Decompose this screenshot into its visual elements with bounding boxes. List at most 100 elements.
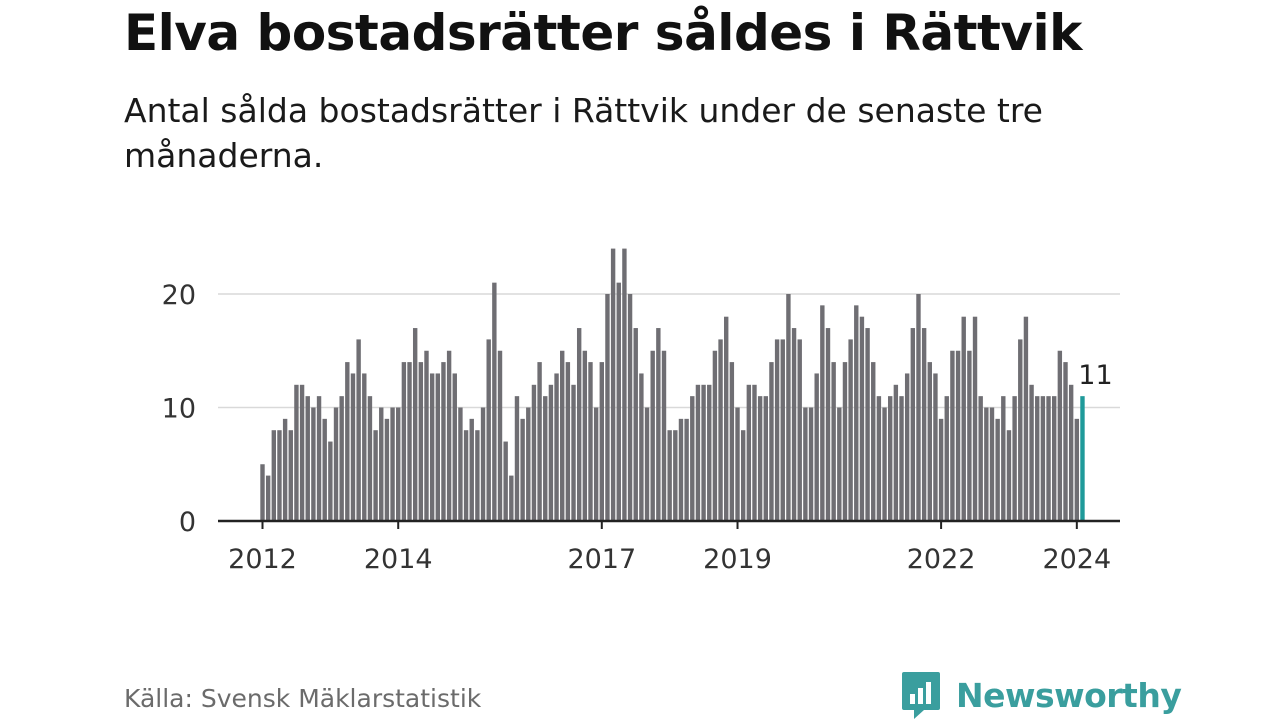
bar: [599, 362, 604, 521]
bar: [412, 328, 418, 521]
x-tick-label: 2022: [907, 544, 976, 575]
bar: [350, 373, 356, 521]
bar: [452, 373, 457, 521]
bar: [667, 430, 672, 521]
bar: [797, 339, 802, 521]
bar: [972, 316, 978, 521]
bar: [989, 407, 995, 521]
bar: [435, 373, 441, 521]
highlight-value-label: 11: [1078, 360, 1112, 391]
bar: [933, 373, 938, 521]
bar: [1046, 396, 1051, 521]
bar: [910, 328, 916, 521]
bar: [333, 407, 339, 521]
bar: [509, 475, 514, 521]
bar: [1057, 350, 1063, 521]
bar: [294, 384, 299, 521]
bar: [288, 430, 293, 521]
bar: [503, 441, 508, 521]
brand-name: Newsworthy: [956, 675, 1182, 715]
bar: [316, 396, 322, 521]
bar: [605, 294, 610, 521]
bar: [1040, 396, 1046, 521]
bar: [780, 339, 785, 521]
bar: [871, 362, 876, 521]
bar: [735, 407, 740, 521]
bar: [514, 396, 520, 521]
bar: [633, 328, 638, 521]
bar: [927, 362, 932, 521]
bar: [548, 384, 554, 521]
bar: [497, 350, 503, 521]
y-tick-label: 0: [179, 507, 196, 538]
bar: [1006, 430, 1012, 521]
bar: [978, 396, 983, 521]
bar: [401, 362, 407, 521]
bar: [458, 407, 463, 521]
bar: [1001, 396, 1006, 521]
bar: [311, 407, 316, 521]
bar: [746, 384, 752, 521]
bar: [475, 430, 480, 521]
bar: [282, 418, 288, 521]
bar: [678, 418, 684, 521]
bar: [531, 384, 537, 521]
bar: [774, 339, 780, 521]
bar: [888, 396, 893, 521]
bar: [582, 350, 588, 521]
bar: [277, 430, 282, 521]
bar: [610, 248, 616, 521]
bar: [707, 384, 712, 521]
bar: [305, 396, 310, 521]
bar: [1063, 362, 1068, 521]
bar: [695, 384, 701, 521]
bar: [271, 430, 277, 521]
bar: [876, 396, 882, 521]
bar: [424, 350, 429, 521]
bar: [921, 328, 927, 521]
bar: [814, 373, 819, 521]
bar: [367, 396, 373, 521]
bar: [560, 350, 565, 521]
bar: [1018, 339, 1023, 521]
source-note: Källa: Svensk Mäklarstatistik: [124, 684, 482, 713]
bar: [1035, 396, 1040, 521]
x-tick-label: 2017: [567, 544, 636, 575]
newsworthy-brand[interactable]: Newsworthy: [900, 670, 1182, 720]
bar: [554, 373, 559, 521]
bar: [616, 282, 621, 521]
bar: [859, 316, 865, 521]
bar: [565, 362, 571, 521]
bar: [576, 328, 582, 521]
bar: [950, 350, 955, 521]
bar: [757, 396, 763, 521]
bar: [656, 328, 661, 521]
bar: [588, 362, 593, 521]
chart-subtitle: Antal sålda bostadsrätter i Rättvik unde…: [124, 91, 1043, 175]
bar: [1029, 384, 1034, 521]
bar: [1074, 418, 1080, 521]
bar: [984, 407, 989, 521]
bar: [644, 407, 650, 521]
bar: [752, 384, 757, 521]
bar: [882, 407, 887, 521]
bar: [690, 396, 695, 521]
bar: [842, 362, 848, 521]
chart-title: Elva bostadsrätter såldes i Rättvik: [124, 4, 1082, 62]
bar: [520, 418, 525, 521]
bar: [955, 350, 961, 521]
bar: [469, 418, 474, 521]
bar: [825, 328, 831, 521]
bar: [893, 384, 899, 521]
bar: [593, 407, 599, 521]
bars: [260, 248, 1085, 521]
bar-highlight: [1080, 396, 1085, 521]
bar: [322, 418, 327, 521]
bar: [390, 407, 395, 521]
bar: [916, 294, 921, 521]
bar: [938, 418, 944, 521]
bar: [740, 430, 746, 521]
bar: [407, 362, 412, 521]
bar: [418, 362, 424, 521]
bar: [537, 362, 542, 521]
